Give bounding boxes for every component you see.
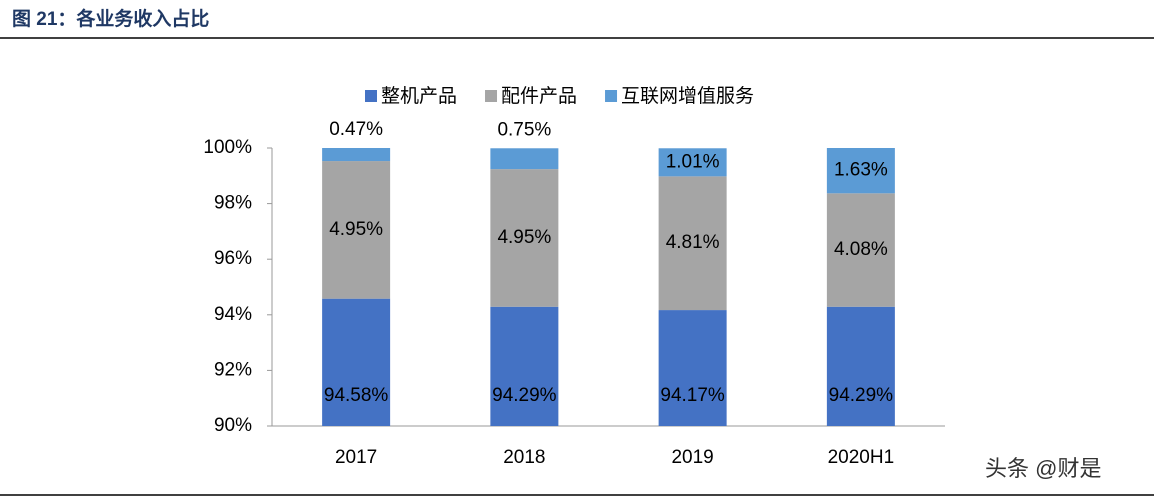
- data-label: 0.75%: [497, 119, 551, 140]
- legend-swatch: [365, 90, 377, 102]
- legend-swatch: [485, 90, 498, 102]
- y-tick-label: 98%: [214, 193, 252, 214]
- bar-segment: [658, 148, 727, 177]
- bar-segment: [490, 148, 559, 170]
- data-label: 94.17%: [660, 385, 725, 406]
- data-label: 1.01%: [666, 151, 720, 172]
- y-tick-label: 100%: [203, 137, 252, 158]
- data-label: 4.95%: [329, 219, 383, 240]
- bar-segment: [658, 310, 727, 426]
- bar-segment: [322, 161, 391, 299]
- data-label: 1.63%: [834, 160, 888, 181]
- bar-segment: [826, 148, 895, 194]
- bar-segment: [826, 193, 895, 307]
- data-label: 4.95%: [497, 227, 551, 248]
- bar-segment: [490, 169, 559, 307]
- legend-label: 互联网增值服务: [621, 85, 754, 107]
- legend-swatch: [605, 90, 618, 102]
- bar-segment: [826, 306, 895, 426]
- y-tick-label: 94%: [214, 304, 252, 325]
- legend-label: 整机产品: [381, 85, 457, 107]
- bar-segment: [322, 298, 391, 426]
- bar-segment: [658, 176, 727, 311]
- data-label: 4.81%: [666, 232, 720, 253]
- data-label: 4.08%: [834, 239, 888, 260]
- y-tick-label: 90%: [214, 415, 252, 436]
- legend-label: 配件产品: [501, 85, 577, 107]
- data-label: 94.29%: [492, 385, 557, 406]
- x-tick-label: 2018: [503, 447, 545, 468]
- x-tick-label: 2020H1: [828, 447, 895, 468]
- x-tick-label: 2017: [335, 447, 377, 468]
- data-label: 94.58%: [324, 385, 389, 406]
- data-label: 94.29%: [829, 385, 894, 406]
- figure-title: 图 21：各业务收入占比: [12, 7, 209, 30]
- y-tick-label: 96%: [214, 248, 252, 269]
- y-tick-label: 92%: [214, 359, 252, 380]
- bar-segment: [490, 306, 559, 426]
- data-label: 0.47%: [329, 119, 383, 140]
- x-tick-label: 2019: [671, 447, 713, 468]
- watermark: 头条 @财是: [985, 456, 1101, 481]
- bar-segment: [322, 148, 391, 162]
